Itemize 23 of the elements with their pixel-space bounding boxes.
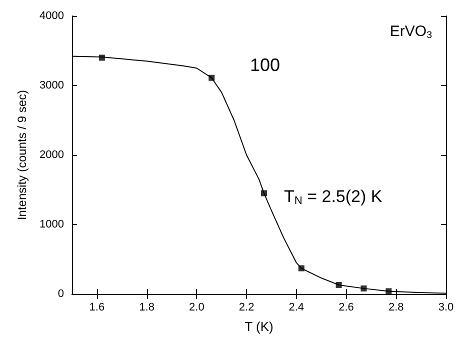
point xyxy=(260,190,267,196)
point xyxy=(298,265,304,272)
x-tick-label: 2.4 xyxy=(288,302,304,314)
x-tick-label: 2.8 xyxy=(388,302,404,314)
point xyxy=(386,288,392,294)
x-tick-label: 1.8 xyxy=(139,302,154,314)
x-tick-label: 2.2 xyxy=(238,302,254,314)
annotation: 100 xyxy=(250,55,280,75)
y-tick-label: 1000 xyxy=(40,218,64,230)
y-tick-label: 3000 xyxy=(40,80,64,92)
point xyxy=(336,282,342,288)
y-tick-label: 4000 xyxy=(40,10,64,22)
point xyxy=(360,285,367,292)
y-tick-label: 2000 xyxy=(40,149,64,161)
x-tick-label: 1.6 xyxy=(89,302,105,314)
x-axis-title: T (K) xyxy=(244,319,274,334)
x-tick-label: 2.0 xyxy=(189,302,204,314)
y-tick-label: 0 xyxy=(58,288,64,300)
x-tick-label: 3.0 xyxy=(438,302,454,314)
point xyxy=(98,54,105,61)
point xyxy=(208,74,215,81)
x-tick-label: 2.6 xyxy=(338,302,354,314)
y-axis-title: Intensity (counts / 9 sec) xyxy=(15,90,29,220)
